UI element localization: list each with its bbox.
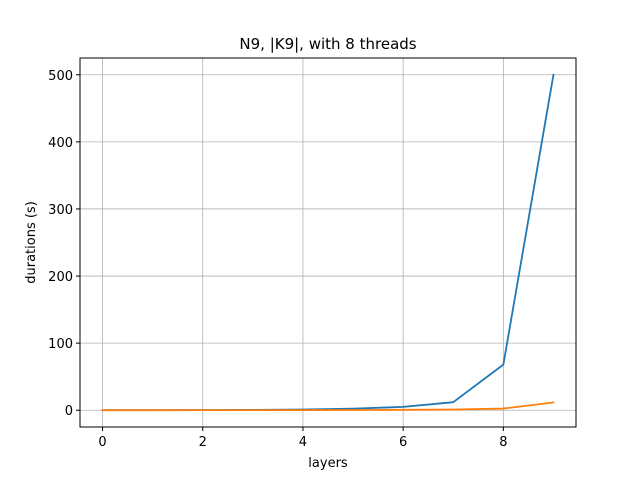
y-tick-label: 0 — [65, 404, 73, 419]
y-axis-label: durations (s) — [24, 201, 39, 284]
x-tick-label: 6 — [399, 435, 407, 450]
plot-frame — [79, 57, 577, 428]
chart-title: N9, |K9|, with 8 threads — [239, 35, 416, 53]
y-tick-label: 500 — [48, 69, 73, 84]
x-tick-label: 8 — [499, 435, 507, 450]
x-axis-label: layers — [308, 456, 348, 471]
series-line-1 — [101, 73, 555, 412]
x-tick-label: 2 — [199, 435, 207, 450]
y-tick-label: 400 — [48, 136, 73, 151]
x-tick-label: 0 — [98, 435, 106, 450]
series-layer — [101, 73, 555, 412]
series-line-2 — [101, 401, 555, 412]
y-tick-label: 200 — [48, 270, 73, 285]
x-tick-label: 4 — [299, 435, 307, 450]
y-tick-label: 100 — [48, 337, 73, 352]
y-tick-label: 300 — [48, 203, 73, 218]
grid-layer — [80, 58, 576, 427]
tick-layer: 0 2 4 6 8 0 100 200 300 400 500 — [48, 69, 507, 450]
